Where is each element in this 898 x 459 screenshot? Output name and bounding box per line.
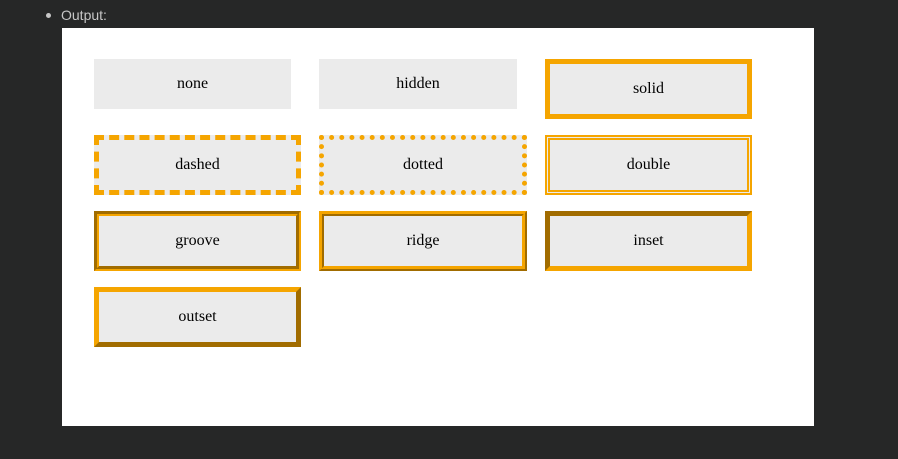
border-box-double: double (545, 135, 752, 195)
border-box-ridge: ridge (319, 211, 527, 271)
border-box-inset: inset (545, 211, 752, 271)
output-label-text: Output: (61, 7, 107, 23)
border-box-dotted: dotted (319, 135, 527, 195)
output-label: Output: (46, 7, 107, 23)
border-box-none: none (94, 59, 291, 109)
border-box-dashed: dashed (94, 135, 301, 195)
border-box-hidden: hidden (319, 59, 517, 109)
border-box-groove: groove (94, 211, 301, 271)
border-box-solid: solid (545, 59, 752, 119)
border-box-outset: outset (94, 287, 301, 347)
bullet-icon (46, 12, 51, 18)
output-panel: none hidden solid dashed dotted double g… (62, 28, 814, 426)
